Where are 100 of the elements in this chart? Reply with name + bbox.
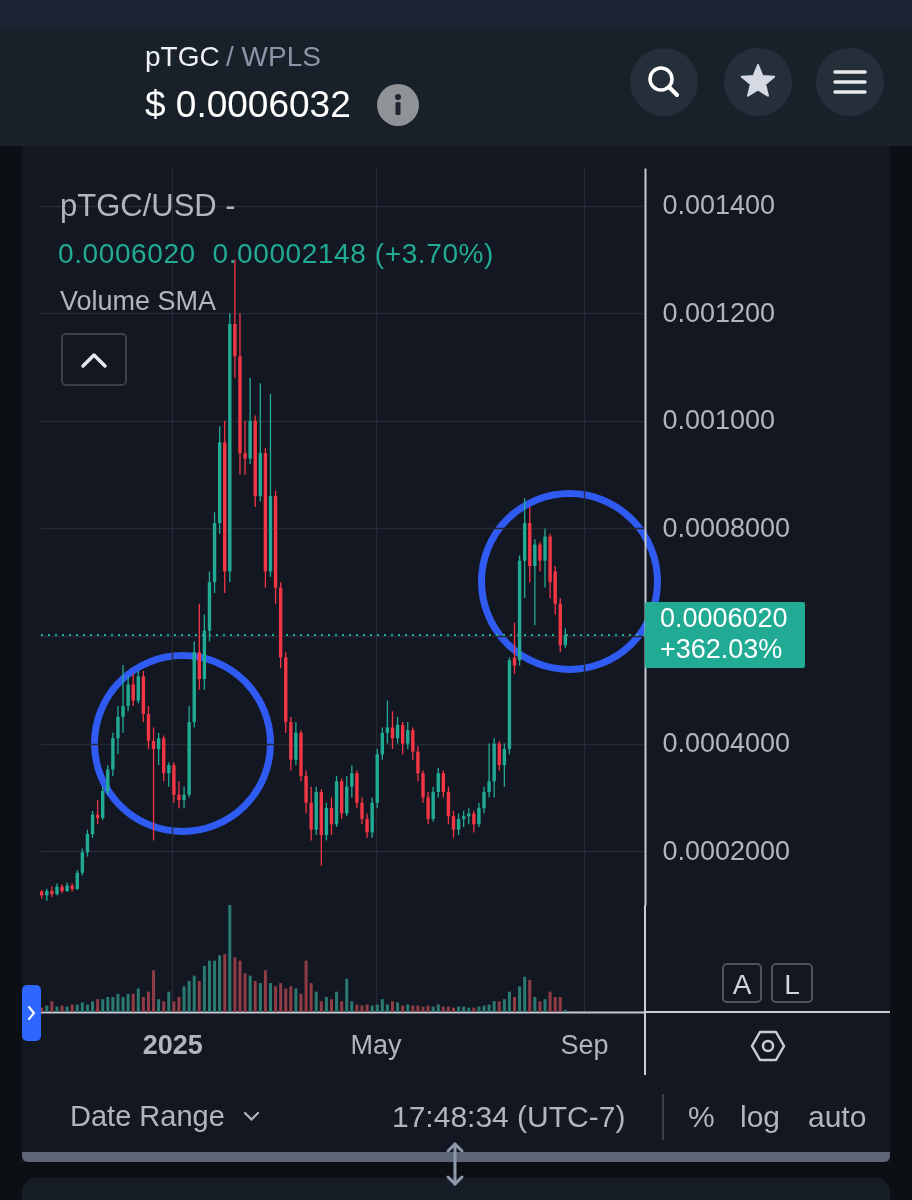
bar: [131, 993, 135, 1012]
bar: [248, 975, 252, 1012]
bar: [253, 980, 257, 1012]
bar: [492, 1001, 496, 1012]
bar: [416, 1005, 420, 1012]
bar: [50, 1001, 54, 1012]
bar: [223, 954, 227, 1012]
bar: [406, 1004, 410, 1012]
bar: [192, 975, 196, 1012]
bar: [538, 1001, 542, 1012]
bar: [329, 999, 333, 1012]
bar: [136, 988, 140, 1012]
bar: [375, 1004, 379, 1012]
text: Date Range: [70, 1100, 225, 1132]
bar: [80, 1002, 84, 1012]
bar: [152, 970, 156, 1012]
bar: [55, 1006, 59, 1012]
candlestick: [116, 705, 120, 756]
bar: [380, 999, 384, 1012]
bar: [457, 1006, 461, 1012]
bar: [396, 1002, 400, 1012]
bar: [187, 980, 191, 1012]
bar: [116, 993, 120, 1012]
bar: [101, 999, 105, 1012]
x-tick-label: 2025: [142, 1029, 203, 1060]
bar: [177, 997, 181, 1012]
bar: [274, 986, 278, 1012]
bar: [172, 1001, 176, 1012]
bar: [528, 979, 532, 1012]
y-tick-label: 0.0004000: [662, 728, 791, 759]
bar: [563, 1009, 567, 1012]
bar: [558, 997, 562, 1012]
y-tick-label: 0.001400: [662, 190, 776, 221]
bar: [324, 997, 328, 1012]
bar: [446, 1006, 450, 1012]
bar: [75, 1004, 79, 1012]
text: $ 0.0006032: [145, 84, 351, 125]
annotation: 0.0006020 0.00002148 (+3.70%): [58, 238, 495, 269]
bar: [543, 999, 547, 1012]
bar: [65, 1006, 69, 1012]
bar: [182, 986, 186, 1012]
bar: [60, 1005, 64, 1012]
bar: [202, 965, 206, 1012]
bar: [553, 997, 557, 1012]
candlestick: [538, 541, 542, 573]
bar: [365, 1004, 369, 1012]
candlestick: [426, 791, 430, 825]
candlestick: [177, 780, 181, 809]
bar: [85, 1004, 89, 1012]
bar: [507, 991, 511, 1012]
bar: [96, 999, 100, 1012]
bar: [533, 997, 537, 1012]
candlestick: [121, 664, 125, 734]
bar: [340, 1001, 344, 1012]
candlestick: [411, 726, 415, 761]
bar: [497, 1001, 501, 1012]
bar: [370, 1005, 374, 1012]
bar: [426, 1005, 430, 1012]
text: pTGC: [145, 41, 220, 72]
text: L: [771, 963, 813, 1003]
candlestick: [533, 538, 537, 626]
bar: [421, 1006, 425, 1012]
bar: [238, 960, 242, 1012]
bar: [462, 1006, 466, 1012]
bar: [279, 983, 283, 1012]
bar: [436, 1004, 440, 1012]
candlestick: [477, 802, 481, 828]
candlestick: [131, 673, 135, 707]
bar: [482, 1005, 486, 1012]
candlestick: [50, 885, 54, 898]
bar: [502, 999, 506, 1012]
text: %: [688, 1100, 715, 1133]
bar: [477, 1006, 481, 1012]
bar: [472, 1007, 476, 1012]
bar: [390, 1001, 394, 1012]
bar: [162, 1001, 166, 1012]
bar: [197, 980, 201, 1012]
bar: [467, 1007, 471, 1012]
bar: [228, 905, 232, 1012]
bar: [319, 1001, 323, 1012]
bar: [385, 1004, 389, 1012]
bar: [218, 955, 222, 1012]
candlestick: [482, 786, 486, 815]
candlestick: [360, 796, 364, 825]
x-tick-label: May: [350, 1029, 403, 1060]
x-tick-label: Sep: [560, 1029, 609, 1060]
bar: [401, 1005, 405, 1012]
bar: [431, 1006, 435, 1012]
candlestick: [350, 764, 354, 799]
bar: [314, 991, 318, 1012]
text: log: [740, 1100, 781, 1133]
text: / WPLS: [226, 41, 321, 72]
bar: [243, 973, 247, 1012]
candlestick: [385, 699, 390, 745]
bar: [294, 988, 298, 1012]
bar: [111, 997, 115, 1012]
candlestick: [416, 745, 420, 782]
bar: [91, 1001, 95, 1012]
bar: [141, 997, 145, 1012]
bar: [167, 991, 171, 1012]
